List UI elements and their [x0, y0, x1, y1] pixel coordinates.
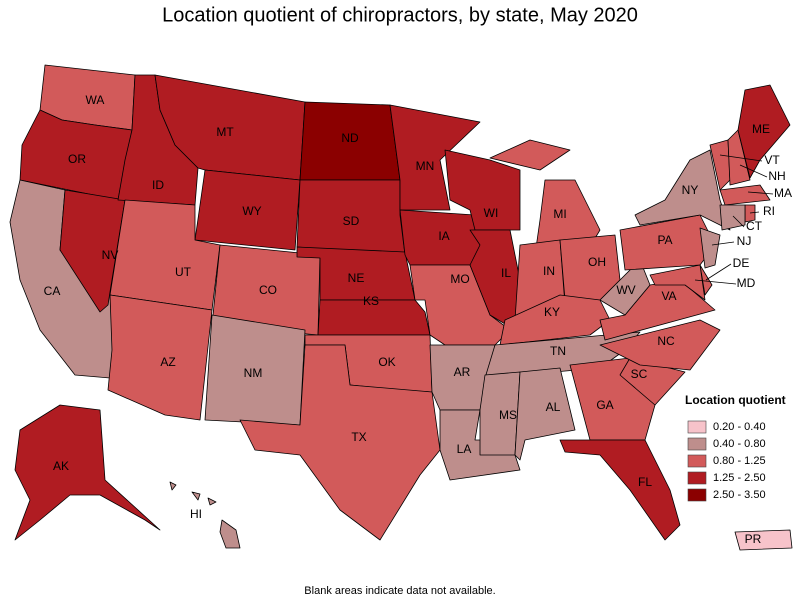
legend-swatch — [687, 420, 707, 434]
state-label: VA — [661, 289, 676, 303]
state — [599, 319, 721, 371]
state — [317, 299, 431, 336]
leader-line — [705, 263, 732, 281]
legend-label: 1.25 - 2.50 — [713, 472, 766, 484]
state-label: IA — [438, 229, 449, 243]
legend-label: 0.40 - 0.80 — [713, 438, 766, 450]
states — [9, 64, 793, 551]
state-label: NE — [348, 271, 365, 285]
leader-line — [749, 211, 760, 214]
state-label: OH — [588, 255, 606, 269]
legend-swatch — [687, 488, 707, 502]
state-label: WA — [86, 93, 105, 107]
state-label: MS — [499, 408, 517, 422]
state-label: IN — [543, 264, 555, 278]
state-label: NC — [657, 334, 675, 348]
legend-label: 2.50 - 3.50 — [713, 489, 766, 501]
state — [559, 439, 681, 541]
state-label: SC — [631, 367, 648, 381]
state-label: ID — [152, 178, 164, 192]
state-label: RI — [763, 204, 775, 218]
state-label: AR — [454, 365, 471, 379]
leader-line — [711, 241, 735, 246]
state-label: AL — [546, 400, 561, 414]
state-label: NY — [682, 183, 699, 197]
state — [469, 229, 521, 331]
state-label: AK — [53, 459, 69, 473]
state-label: NM — [244, 366, 263, 380]
legend-swatch — [687, 437, 707, 451]
legend-label: 0.20 - 0.40 — [713, 421, 766, 433]
state-label: SD — [343, 214, 360, 228]
leader-line — [694, 279, 737, 285]
state-label: WI — [484, 206, 499, 220]
state-label: PA — [657, 233, 672, 247]
legend-label: 0.80 - 1.25 — [713, 455, 766, 467]
state-label: ME — [752, 122, 770, 136]
state-label: DE — [733, 256, 750, 270]
state-label: MA — [774, 186, 792, 200]
state-label: CT — [746, 219, 763, 233]
state-label: FL — [638, 475, 652, 489]
state — [719, 184, 771, 206]
state-label: CO — [259, 283, 277, 297]
leader-line — [732, 215, 745, 228]
legend-title: Location quotient — [685, 393, 786, 407]
state-label: NV — [102, 248, 119, 262]
state-label: KY — [544, 305, 560, 319]
state — [389, 104, 481, 211]
state-label: AZ — [160, 355, 175, 369]
map-title: Location quotient of chiropractors, by s… — [162, 4, 638, 26]
state — [107, 294, 213, 421]
state — [719, 204, 746, 231]
state-label: WV — [616, 283, 635, 297]
state-label: KS — [363, 294, 379, 308]
state-label: NH — [768, 169, 785, 183]
state-label: WY — [242, 204, 261, 218]
state-label: ND — [341, 131, 359, 145]
state-label: NJ — [737, 234, 752, 248]
state — [599, 259, 651, 316]
legend-swatch — [687, 454, 707, 468]
state-label: IL — [501, 266, 511, 280]
state — [479, 371, 521, 456]
state — [514, 367, 576, 461]
state — [649, 264, 706, 301]
legend: Location quotient 0.20 - 0.40 0.40 - 0.80… — [685, 393, 786, 502]
state-label: OK — [378, 355, 395, 369]
state-label: MD — [737, 276, 756, 290]
state-label: TX — [351, 430, 366, 444]
state-label: CA — [44, 284, 61, 298]
state — [737, 84, 791, 179]
legend-swatch — [687, 471, 707, 485]
state-label: HI — [190, 507, 202, 521]
state-label: UT — [175, 265, 192, 279]
state-label: OR — [68, 152, 86, 166]
leader-line — [719, 154, 763, 162]
leader-line — [739, 164, 768, 178]
state-label: MO — [450, 272, 469, 286]
state-label: MT — [216, 125, 234, 139]
leader-line — [747, 191, 774, 195]
state-label: TN — [550, 344, 566, 358]
state-label: MN — [416, 159, 435, 173]
state — [169, 481, 241, 549]
state — [699, 227, 721, 269]
state-label: LA — [457, 442, 472, 456]
state-label: VT — [764, 153, 780, 167]
state-label: GA — [596, 398, 613, 412]
state — [194, 169, 301, 251]
state — [14, 404, 161, 541]
state — [239, 344, 441, 541]
state — [734, 529, 793, 551]
footnote: Blank areas indicate data not available. — [304, 585, 495, 597]
state — [634, 149, 731, 231]
state-label: PR — [745, 532, 762, 546]
state-label: MI — [553, 207, 566, 221]
state-labels: WA OR CA NV ID MT WY UT CO AZ NM ND SD NE KS OK TX MN IA MO… — [44, 93, 792, 546]
